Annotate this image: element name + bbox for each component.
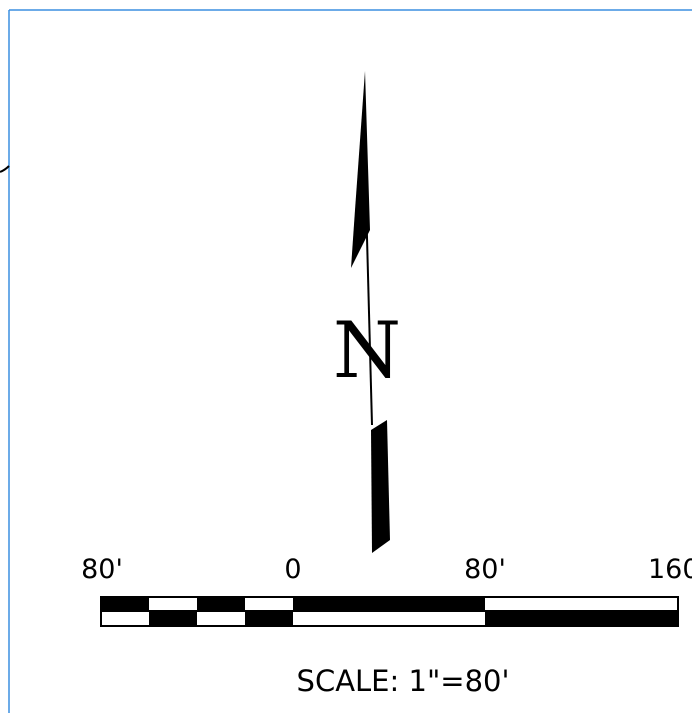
leader-tick <box>0 165 10 173</box>
scale-seg-top-3 <box>197 597 245 610</box>
scale-label-left: 80' <box>81 554 123 585</box>
scale-caption: SCALE: 1"=80' <box>297 664 510 698</box>
north-arrow: N <box>333 71 401 553</box>
scale-label-mid: 80' <box>464 554 506 585</box>
north-arrow-upper-barb <box>351 71 370 268</box>
scale-seg-bottom-4 <box>245 612 293 626</box>
scale-label-right: 160' <box>648 554 692 585</box>
scale-seg-top-1 <box>101 597 149 610</box>
scale-seg-top-5 <box>293 597 485 610</box>
north-arrow-shaft <box>365 199 373 426</box>
sheet-frame <box>8 9 692 713</box>
scale-seg-bottom-6 <box>485 612 678 626</box>
scale-bar-labels: 80' 0 80' 160' <box>81 554 692 585</box>
scale-seg-bottom-2 <box>149 612 197 626</box>
north-arrow-lower-barb <box>371 420 390 553</box>
scale-bar <box>100 596 679 627</box>
scale-label-zero: 0 <box>284 554 301 585</box>
north-letter: N <box>333 306 401 396</box>
